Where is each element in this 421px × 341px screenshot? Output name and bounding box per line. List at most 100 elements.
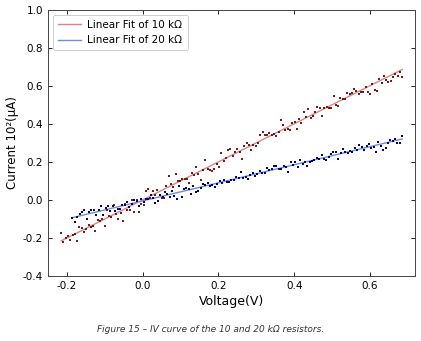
Point [360,89,367,94]
Point [373,89,380,94]
Point [140,199,147,205]
Point [152,192,158,197]
Point [390,74,397,79]
Point [120,218,126,223]
Point [197,177,204,182]
Point [232,149,238,155]
Point [138,197,145,202]
Point [367,92,373,97]
Point [102,206,109,211]
Point [209,182,216,188]
Point [266,130,273,136]
Point [121,203,128,208]
Point [88,207,95,212]
Point [122,201,128,206]
Point [177,178,184,183]
Point [397,140,403,146]
Point [170,184,177,190]
Point [368,145,375,151]
Point [192,190,199,195]
Point [64,233,71,238]
Point [223,180,230,185]
Point [323,105,330,110]
Point [312,109,319,115]
Point [211,166,218,172]
Point [273,163,280,168]
Point [256,168,263,174]
Point [261,133,268,138]
Point [325,154,332,159]
Point [173,196,180,201]
Point [60,239,67,245]
Point [319,113,325,118]
Point [309,159,315,164]
Point [387,137,394,142]
Point [285,169,292,174]
Legend: Linear Fit of 10 kΩ, Linear Fit of 20 kΩ: Linear Fit of 10 kΩ, Linear Fit of 20 kΩ [53,15,188,50]
Point [259,130,266,135]
Point [309,113,316,118]
Point [382,145,389,151]
Point [225,147,232,153]
Point [341,96,348,101]
Point [131,209,138,215]
Point [318,153,325,158]
Point [155,198,161,204]
Point [178,194,185,200]
Point [58,230,64,236]
Point [104,207,110,213]
Point [397,69,403,75]
Point [166,194,173,199]
Point [202,158,209,163]
Point [346,91,353,97]
Point [273,133,280,139]
Point [297,157,304,162]
X-axis label: Voltage(V): Voltage(V) [199,295,264,308]
Point [304,163,311,168]
Point [299,162,306,167]
Point [97,218,104,223]
Point [190,183,197,189]
Point [74,214,80,220]
Point [193,165,200,170]
Point [142,189,149,194]
Point [128,201,135,207]
Point [218,150,225,156]
Point [152,201,159,206]
Point [264,166,270,171]
Point [376,76,383,82]
Point [105,203,112,209]
Point [359,145,365,150]
Point [378,80,385,86]
Point [387,78,394,84]
Point [361,147,368,153]
Point [230,177,237,182]
Point [250,143,257,148]
Point [91,207,97,212]
Point [124,207,131,212]
Point [282,127,289,133]
Point [339,146,346,152]
Point [229,153,236,158]
Point [298,120,305,125]
Point [399,74,405,79]
Point [195,171,202,176]
Point [235,175,242,180]
Point [320,156,327,162]
Point [254,171,261,176]
Point [383,77,389,83]
Point [69,215,76,220]
Point [184,176,190,182]
Point [72,220,78,225]
Point [185,187,192,192]
Point [69,233,76,238]
Point [349,150,356,155]
Point [271,132,277,137]
Point [114,207,121,212]
Point [200,167,206,173]
Point [233,174,240,180]
Point [88,224,94,230]
Point [337,95,344,100]
Point [337,150,344,155]
Point [275,167,282,172]
